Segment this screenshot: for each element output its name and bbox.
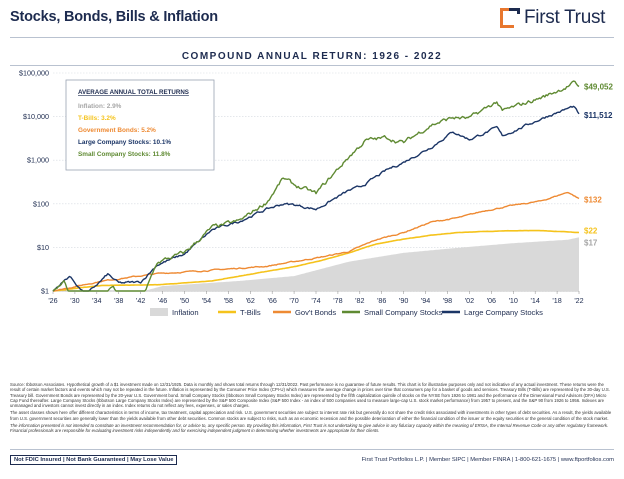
end-label-inflation: $17 (584, 238, 598, 247)
end-label-large: $11,512 (584, 111, 613, 120)
y-tick-label: $10 (37, 243, 49, 252)
footnote-disclaimer: The information presented is not intende… (10, 423, 609, 434)
fdic-disclaimer: Not FDIC Insured | Not Bank Guaranteed |… (10, 455, 178, 465)
x-tick-label: '66 (267, 296, 276, 305)
end-value-labels: $17 $22 $132 $11,512 $49,052 (584, 82, 613, 247)
legend-label-bonds: Gov't Bonds (295, 308, 336, 317)
x-tick-label: '70 (289, 296, 298, 305)
legend-box-tbills: T-Bills: 3.2% (78, 115, 116, 122)
series-large-line (52, 105, 580, 292)
series-tbills-line (52, 229, 580, 292)
x-tick-label: '62 (246, 296, 255, 305)
x-tick-label: '18 (552, 296, 561, 305)
x-tick-label: '30 (70, 296, 79, 305)
x-tick-label: '46 (158, 296, 167, 305)
x-tick-label: '98 (443, 296, 452, 305)
legend-box-large: Large Company Stocks: 10.1% (78, 139, 171, 146)
x-tick-label: '26 (48, 296, 57, 305)
growth-chart: $100,000 $10,000 $1,000 $100 $10 $1 '26 '30 '34… (19, 69, 613, 317)
x-tick-label: '58 (224, 296, 233, 305)
legend-box-inflation: Inflation: 2.9% (78, 103, 122, 110)
end-label-small: $49,052 (584, 82, 613, 91)
logo-mark-icon (500, 8, 520, 28)
subtitle-divider (10, 65, 614, 66)
legend-label-tbills: T-Bills (240, 308, 261, 317)
x-tick-label: '34 (92, 296, 101, 305)
x-tick-label: '82 (355, 296, 364, 305)
page-title: Stocks, Bonds, Bills & Inflation (10, 9, 218, 25)
inflation-area-layer (53, 237, 579, 291)
y-tick-label: $1,000 (27, 156, 49, 165)
legend-swatch-inflation (150, 308, 168, 316)
first-trust-logo: First Trust (500, 7, 605, 29)
x-tick-label: '38 (114, 296, 123, 305)
legend-label-large: Large Company Stocks (464, 308, 543, 317)
legend-box-heading: AVERAGE ANNUAL TOTAL RETURNS (78, 89, 189, 96)
y-tick-label: $10,000 (23, 112, 49, 121)
x-tick-label: '42 (136, 296, 145, 305)
y-tick-label: $1 (41, 287, 49, 296)
x-tick-label: '22 (574, 296, 583, 305)
series-legend: Inflation T-Bills Gov't Bonds Small Company… (150, 308, 543, 317)
footer-divider (10, 449, 614, 450)
header-divider (10, 37, 614, 38)
x-tick-label: '78 (333, 296, 342, 305)
contact-info: First Trust Portfolios L.P. | Member SIP… (361, 457, 614, 463)
x-axis-ticks: '26 '30 '34 '38 '42 '46 '50 '54 '58 '62 '66 '70 '74 '… (48, 291, 584, 305)
series-bonds-line (52, 191, 580, 292)
x-tick-label: '14 (530, 296, 539, 305)
end-label-bonds: $132 (584, 196, 602, 205)
footnote-asset-classes: The asset classes shown here offer diffe… (10, 410, 612, 421)
logo-text: First Trust (524, 7, 606, 28)
legend-box-bonds: Government Bonds: 5.2% (78, 127, 156, 134)
x-tick-label: '74 (311, 296, 320, 305)
x-tick-label: '94 (421, 296, 430, 305)
footnotes: Source: Ibbotson Associates. Hypothetica… (10, 382, 614, 436)
x-tick-label: '02 (465, 296, 474, 305)
footer: Not FDIC Insured | Not Bank Guaranteed |… (10, 452, 614, 466)
legend-label-small: Small Company Stocks (364, 308, 443, 317)
x-tick-label: '50 (180, 296, 189, 305)
y-tick-label: $100 (33, 199, 49, 208)
returns-legend-box: AVERAGE ANNUAL TOTAL RETURNS Inflation: … (65, 79, 215, 171)
y-tick-label: $100,000 (19, 69, 49, 78)
x-tick-label: '10 (509, 296, 518, 305)
chart-subtitle: COMPOUND ANNUAL RETURN: 1926 - 2022 (181, 51, 443, 62)
series-inflation-area (53, 237, 579, 291)
x-tick-label: '54 (202, 296, 211, 305)
x-tick-label: '90 (399, 296, 408, 305)
x-tick-label: '86 (377, 296, 386, 305)
y-axis-ticks: $100,000 $10,000 $1,000 $100 $10 $1 (19, 69, 49, 296)
legend-label-inflation: Inflation (172, 308, 199, 317)
legend-box-small: Small Company Stocks: 11.8% (78, 151, 171, 158)
x-tick-label: '06 (487, 296, 496, 305)
footnote-source: Source: Ibbotson Associates. Hypothetica… (10, 382, 610, 409)
end-label-tbills: $22 (584, 226, 598, 235)
